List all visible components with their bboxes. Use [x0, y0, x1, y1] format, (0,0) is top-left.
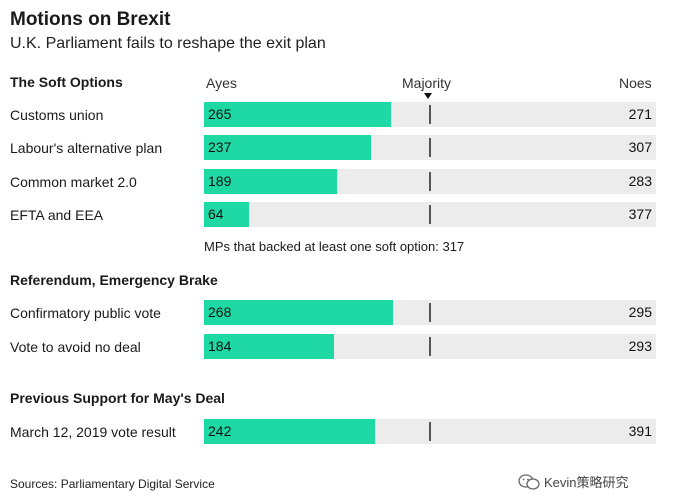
row-label: Vote to avoid no deal	[10, 339, 141, 355]
ayes-header: Ayes	[206, 75, 237, 91]
majority-line	[429, 303, 431, 322]
noes-value: 293	[628, 338, 652, 354]
majority-line	[429, 205, 431, 224]
majority-line	[429, 105, 431, 124]
ayes-value: 265	[208, 106, 232, 122]
bar-track: 189 283	[204, 169, 656, 194]
majority-header: Majority	[402, 75, 452, 91]
section-title-soft-options: The Soft Options	[10, 74, 123, 90]
ayes-value: 242	[208, 423, 232, 439]
bar-track: 184 293	[204, 334, 656, 359]
ayes-value: 268	[208, 304, 232, 320]
bar-track: 242 391	[204, 419, 656, 444]
ayes-bar	[204, 169, 338, 194]
chart-title: Motions on Brexit	[10, 9, 171, 30]
section-title-mays-deal: Previous Support for May's Deal	[10, 390, 225, 406]
ayes-value: 64	[208, 206, 224, 222]
ayes-bar	[204, 102, 392, 127]
source-note: Sources: Parliamentary Digital Service	[10, 477, 215, 491]
noes-value: 295	[628, 304, 652, 320]
section-title-referendum: Referendum, Emergency Brake	[10, 272, 218, 288]
bar-track: 265 271	[204, 102, 656, 127]
bar-track: 237 307	[204, 135, 656, 160]
ayes-bar	[204, 334, 334, 359]
majority-line	[429, 337, 431, 356]
row-label: Customs union	[10, 107, 104, 123]
noes-value: 271	[628, 106, 652, 122]
ayes-value: 237	[208, 139, 232, 155]
wechat-icon	[518, 473, 540, 490]
noes-value: 307	[628, 139, 652, 155]
majority-line	[429, 422, 431, 441]
noes-header: Noes	[619, 75, 652, 91]
ayes-bar	[204, 135, 372, 160]
ayes-value: 184	[208, 338, 232, 354]
majority-line	[429, 138, 431, 157]
row-label: EFTA and EEA	[10, 207, 104, 223]
chart-subtitle: U.K. Parliament fails to reshape the exi…	[10, 35, 326, 52]
ayes-value: 189	[208, 173, 232, 189]
majority-line	[429, 172, 431, 191]
row-label: Common market 2.0	[10, 174, 137, 190]
noes-value: 283	[628, 173, 652, 189]
watermark: Kevin策略研究	[518, 472, 629, 491]
noes-value: 391	[628, 423, 652, 439]
bar-track: 64 377	[204, 202, 656, 227]
noes-value: 377	[628, 206, 652, 222]
ayes-bar	[204, 419, 375, 444]
row-label: Labour's alternative plan	[10, 140, 163, 156]
soft-option-note: MPs that backed at least one soft option…	[204, 239, 465, 254]
ayes-bar	[204, 202, 250, 227]
majority-marker-icon	[424, 93, 432, 99]
bar-track: 268 295	[204, 300, 656, 325]
row-label: Confirmatory public vote	[10, 305, 161, 321]
ayes-bar	[204, 300, 394, 325]
row-label: March 12, 2019 vote result	[10, 424, 176, 440]
watermark-text: Kevin策略研究	[544, 475, 629, 490]
